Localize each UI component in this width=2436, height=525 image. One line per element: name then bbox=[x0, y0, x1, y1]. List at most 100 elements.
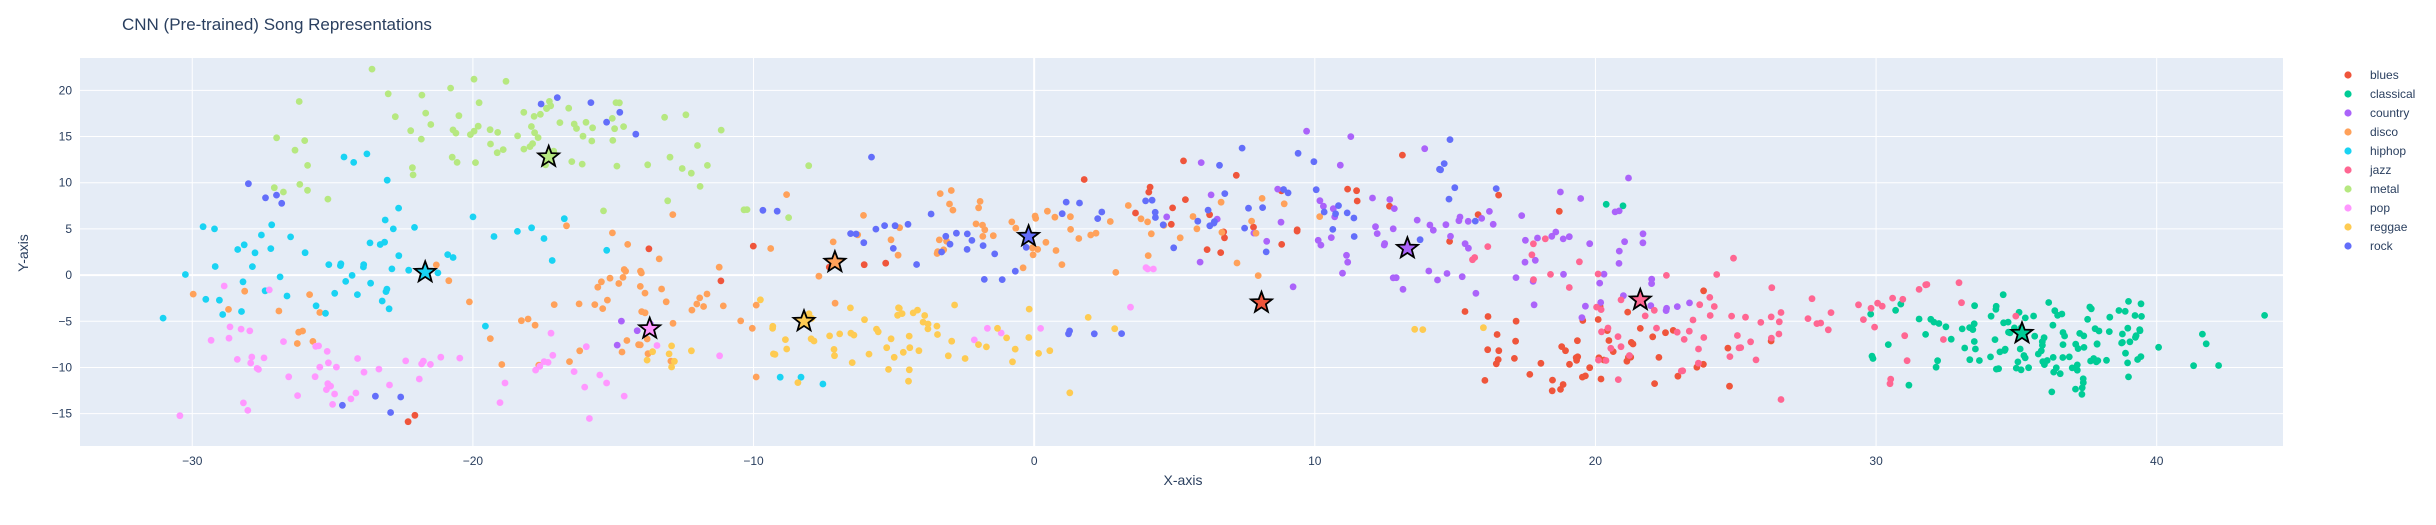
data-point bbox=[246, 327, 254, 335]
data-point bbox=[333, 363, 340, 371]
legend-marker bbox=[2344, 204, 2352, 212]
data-point bbox=[1565, 233, 1573, 241]
data-point bbox=[251, 249, 259, 257]
data-point bbox=[1972, 345, 1979, 353]
data-point bbox=[547, 329, 555, 337]
data-point bbox=[927, 210, 935, 218]
data-point bbox=[997, 329, 1005, 337]
data-point bbox=[1350, 214, 1358, 222]
data-point bbox=[1537, 359, 1545, 367]
legend-label: disco bbox=[2370, 125, 2398, 139]
data-point bbox=[599, 305, 607, 312]
legend-item-country[interactable]: country bbox=[2344, 106, 2409, 120]
data-point bbox=[1044, 207, 1051, 215]
centroid-star-classical bbox=[2009, 319, 2035, 345]
data-point bbox=[432, 261, 440, 269]
data-point bbox=[2004, 318, 2012, 326]
legend-item-blues[interactable]: blues bbox=[2344, 68, 2399, 82]
data-point bbox=[2132, 332, 2140, 339]
data-point bbox=[1639, 230, 1647, 238]
data-point bbox=[226, 323, 234, 331]
data-point bbox=[1416, 236, 1424, 244]
data-point bbox=[882, 259, 890, 267]
data-point bbox=[752, 373, 760, 381]
legend-item-jazz[interactable]: jazz bbox=[2344, 163, 2391, 177]
legend-marker bbox=[2344, 90, 2352, 98]
data-point bbox=[894, 251, 902, 259]
data-point bbox=[316, 363, 324, 371]
data-point bbox=[1958, 299, 1965, 307]
data-point bbox=[2106, 313, 2114, 321]
legend-item-metal[interactable]: metal bbox=[2344, 182, 2399, 196]
data-point bbox=[267, 245, 275, 253]
data-point bbox=[1528, 251, 1536, 259]
data-point bbox=[565, 104, 573, 112]
x-tick-labels: −30 −20 −10 0 10 20 30 40 bbox=[182, 454, 2164, 468]
data-point bbox=[1090, 330, 1098, 338]
legend-item-pop[interactable]: pop bbox=[2344, 201, 2390, 215]
legend-item-reggae[interactable]: reggae bbox=[2344, 220, 2408, 234]
data-point bbox=[632, 130, 640, 138]
legend-label: classical bbox=[2370, 87, 2415, 101]
chart-title: CNN (Pre-trained) Song Representations bbox=[122, 15, 432, 34]
data-point bbox=[1204, 206, 1212, 214]
data-point bbox=[1194, 217, 1202, 225]
data-point bbox=[287, 233, 294, 241]
legend-item-disco[interactable]: disco bbox=[2344, 125, 2398, 139]
data-point bbox=[1274, 185, 1282, 193]
legend-item-rock[interactable]: rock bbox=[2344, 239, 2394, 253]
data-point bbox=[1558, 343, 1566, 350]
legend-item-hiphop[interactable]: hiphop bbox=[2344, 144, 2406, 158]
centroid-star-hiphop bbox=[412, 258, 439, 284]
data-point bbox=[1611, 208, 1619, 216]
data-point bbox=[737, 317, 745, 325]
data-point bbox=[770, 350, 777, 358]
data-point bbox=[935, 236, 943, 244]
x-tick-label: 40 bbox=[2150, 454, 2164, 468]
data-point bbox=[233, 356, 241, 363]
data-point bbox=[1971, 302, 1978, 310]
data-point bbox=[975, 341, 982, 348]
data-point bbox=[1316, 197, 1324, 205]
data-point bbox=[1259, 204, 1266, 212]
data-point bbox=[1294, 149, 1302, 157]
data-point bbox=[1425, 267, 1433, 275]
data-point bbox=[1892, 306, 1899, 314]
data-point bbox=[534, 134, 542, 142]
centroid-star-pop bbox=[636, 315, 663, 340]
data-point bbox=[1019, 264, 1027, 272]
data-point bbox=[537, 100, 545, 108]
data-point bbox=[906, 344, 914, 352]
data-point bbox=[1597, 299, 1605, 306]
data-point bbox=[603, 246, 611, 254]
data-point bbox=[2021, 314, 2029, 322]
data-point bbox=[283, 292, 291, 300]
data-point bbox=[947, 187, 955, 194]
data-point bbox=[199, 223, 207, 231]
data-point bbox=[407, 127, 415, 135]
legend-item-classical[interactable]: classical bbox=[2344, 87, 2415, 101]
legend[interactable]: blues classical country disco hiphop jazz meta… bbox=[2344, 68, 2415, 253]
data-point bbox=[2124, 324, 2132, 332]
centroid-star-rock bbox=[1015, 222, 1042, 248]
data-point bbox=[1559, 235, 1567, 243]
data-point bbox=[1280, 200, 1288, 208]
legend-marker bbox=[2344, 185, 2352, 193]
data-point bbox=[1494, 356, 1502, 363]
data-point bbox=[1804, 315, 1812, 322]
data-point bbox=[696, 183, 704, 190]
data-point bbox=[1597, 375, 1605, 383]
data-point bbox=[1111, 325, 1119, 333]
data-point bbox=[409, 171, 417, 179]
data-point bbox=[1052, 247, 1060, 254]
data-point bbox=[1369, 194, 1376, 202]
y-tick-label: 20 bbox=[59, 83, 73, 97]
data-point bbox=[994, 324, 1001, 332]
data-point bbox=[553, 94, 561, 101]
data-point bbox=[1132, 209, 1139, 217]
data-point bbox=[2034, 350, 2042, 358]
data-point bbox=[293, 340, 301, 347]
data-point bbox=[1372, 223, 1379, 231]
y-tick-label: 5 bbox=[65, 222, 72, 236]
data-point bbox=[2105, 328, 2113, 335]
